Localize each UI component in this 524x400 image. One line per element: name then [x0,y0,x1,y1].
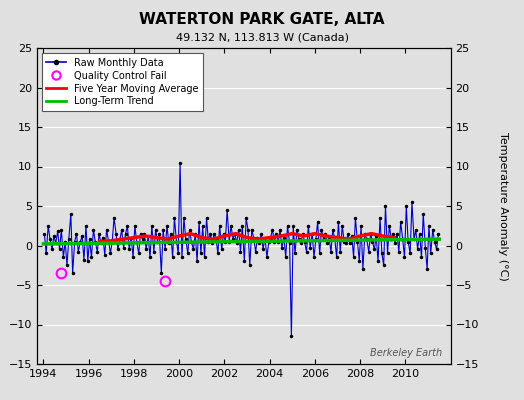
Y-axis label: Temperature Anomaly (°C): Temperature Anomaly (°C) [498,132,508,280]
Text: WATERTON PARK GATE, ALTA: WATERTON PARK GATE, ALTA [139,12,385,27]
Legend: Raw Monthly Data, Quality Control Fail, Five Year Moving Average, Long-Term Tren: Raw Monthly Data, Quality Control Fail, … [41,53,203,111]
Text: Berkeley Earth: Berkeley Earth [370,348,442,358]
Text: 49.132 N, 113.813 W (Canada): 49.132 N, 113.813 W (Canada) [176,32,348,42]
